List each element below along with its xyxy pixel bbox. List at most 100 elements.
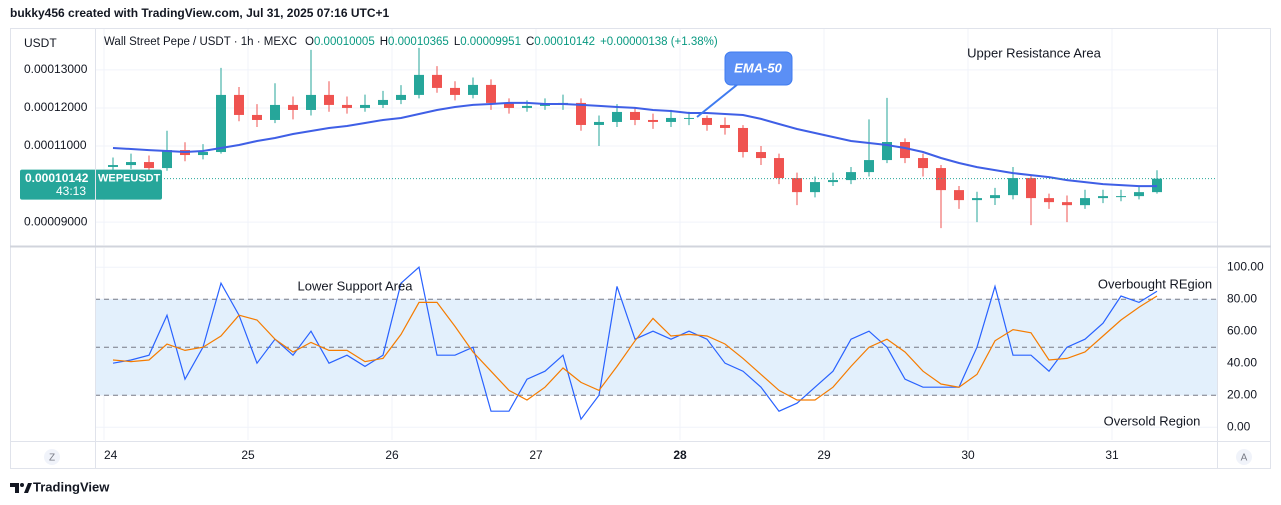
candle-body xyxy=(648,119,658,122)
candle-body xyxy=(684,117,694,119)
credit: bukky456 created with TradingView.com, J… xyxy=(10,6,389,20)
currency-label: USDT xyxy=(24,36,57,50)
y-tick-label: 20.00 xyxy=(1227,387,1257,401)
x-tick-label: 27 xyxy=(529,448,543,462)
candle-body xyxy=(306,94,316,110)
control-label[interactable]: Z xyxy=(49,453,55,464)
x-tick-label: 30 xyxy=(961,448,975,462)
candle-body xyxy=(792,178,802,193)
candle-body xyxy=(720,124,730,128)
legend-ohlc-value: 0.00010142 xyxy=(534,36,595,48)
text-layer: bukky456 created with TradingView.com, J… xyxy=(10,6,1264,494)
legend-ohlc-value: 0.00009951 xyxy=(460,36,521,48)
candle-body xyxy=(954,190,964,201)
candle-body xyxy=(594,121,604,125)
y-tick-label: 0.00012000 xyxy=(24,100,88,114)
legend-change: +0.00000138 (+1.38%) xyxy=(600,36,718,48)
mark-layer xyxy=(20,47,1217,421)
logo xyxy=(10,483,32,493)
candle-body xyxy=(828,180,838,183)
candle-body xyxy=(144,162,154,169)
annotation: Upper Resistance Area xyxy=(967,45,1101,60)
control-label[interactable]: A xyxy=(1241,453,1248,464)
candle-body xyxy=(774,158,784,179)
x-tick-label: 25 xyxy=(241,448,255,462)
candle-body xyxy=(414,74,424,95)
candle-body xyxy=(1134,192,1144,197)
candle-body xyxy=(666,117,676,122)
candle-body xyxy=(432,74,442,88)
last-price-symbol: WEPEUSDT xyxy=(98,173,161,185)
candle-body xyxy=(126,162,136,166)
candle-body xyxy=(630,111,640,120)
candle-body xyxy=(882,142,892,161)
candle-body xyxy=(108,165,118,167)
candle-body xyxy=(1098,196,1108,199)
candle-body xyxy=(846,172,856,181)
candle-body xyxy=(864,160,874,173)
control-button[interactable] xyxy=(44,449,60,465)
legend-ohlc-value: 0.00010005 xyxy=(314,36,375,48)
candle-body xyxy=(450,87,460,95)
x-tick-label: 24 xyxy=(104,448,118,462)
x-tick-label: 26 xyxy=(385,448,399,462)
y-tick-label: 0.00 xyxy=(1227,419,1251,433)
candle-body xyxy=(486,84,496,103)
candle-body xyxy=(252,114,262,120)
candle-body xyxy=(270,104,280,120)
legend-ohlc-label: O xyxy=(305,36,314,48)
candle-body xyxy=(576,102,586,125)
y-tick-label: 40.00 xyxy=(1227,355,1257,369)
legend-ohlc-value: 0.00010365 xyxy=(388,36,449,48)
candle-body xyxy=(990,195,1000,199)
oscillator-line xyxy=(112,295,1158,401)
candle-body xyxy=(1116,196,1126,198)
candle-body xyxy=(1008,178,1018,196)
candle-body xyxy=(756,152,766,159)
annotation: Oversold Region xyxy=(1104,413,1201,428)
candle-body xyxy=(288,104,298,110)
ema-line xyxy=(112,101,1157,188)
x-tick-label: 29 xyxy=(817,448,831,462)
y-tick-label: 100.00 xyxy=(1227,259,1264,273)
y-tick-label: 60.00 xyxy=(1227,323,1257,337)
x-tick-label: 28 xyxy=(673,448,687,462)
frame xyxy=(10,28,1271,469)
last-price-box xyxy=(20,169,162,200)
candle-body xyxy=(918,158,928,169)
candle-body xyxy=(324,94,334,105)
candle-body xyxy=(234,94,244,115)
candle-body xyxy=(612,111,622,122)
annotation: Lower Support Area xyxy=(298,278,414,293)
y-tick-label: 0.00013000 xyxy=(24,62,88,76)
legend-ohlc-label: H xyxy=(380,36,388,48)
y-tick-label: 0.00009000 xyxy=(24,214,88,228)
candle-body xyxy=(162,150,172,169)
candle-body xyxy=(198,152,208,156)
candle-body xyxy=(504,102,514,108)
candle-body xyxy=(216,94,226,153)
control-button[interactable] xyxy=(1236,449,1252,465)
footer-brand: TradingView xyxy=(33,479,110,494)
candle-body xyxy=(396,94,406,100)
candle-body xyxy=(702,117,712,125)
candle-body xyxy=(378,99,388,105)
ema-callout: EMA-50 xyxy=(696,51,793,118)
legend-symbol: Wall Street Pepe / USDT · 1h · MEXC xyxy=(104,36,297,48)
candle-body xyxy=(972,198,982,201)
ema-label: EMA-50 xyxy=(734,60,782,75)
candle-body xyxy=(468,84,478,95)
candle-body xyxy=(810,182,820,193)
candle-body xyxy=(360,104,370,108)
candle-body xyxy=(522,105,532,108)
candle-body xyxy=(738,127,748,153)
candle-body xyxy=(900,142,910,159)
legend-ohlc-label: C xyxy=(526,36,534,48)
candle-body xyxy=(1026,178,1036,199)
candle-body xyxy=(1062,202,1072,206)
candle-body xyxy=(1044,198,1054,203)
annotation: Overbought REgion xyxy=(1098,276,1212,291)
